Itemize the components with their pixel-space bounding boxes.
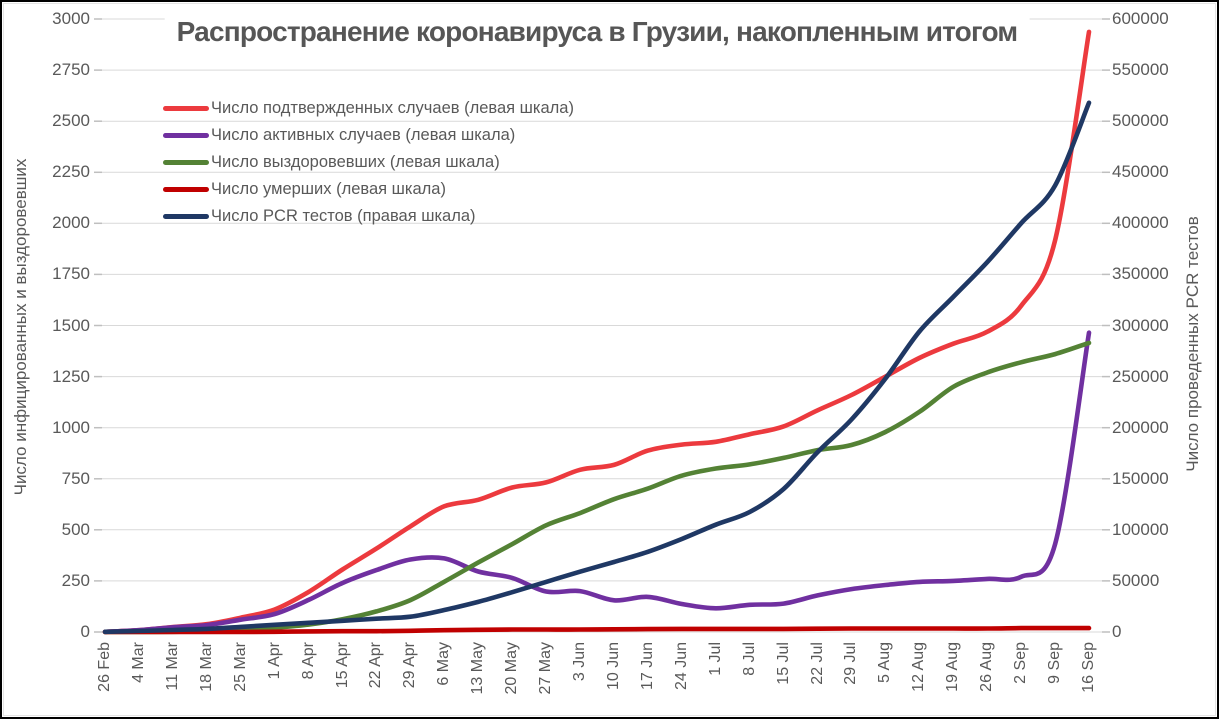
x-axis-tick-label: 22 Apr xyxy=(367,642,385,689)
legend-swatch-recovered xyxy=(163,160,209,165)
right-axis-tick-label: 400000 xyxy=(1112,213,1169,233)
x-axis-tick-label: 24 Jun xyxy=(672,642,690,691)
legend-swatch-confirmed xyxy=(163,106,209,111)
right-axis-title: Число проведенных PCR тестов xyxy=(1183,216,1202,472)
left-axis-tick-label: 0 xyxy=(80,622,90,641)
left-axis-tick-label: 1750 xyxy=(52,264,90,284)
series-line-recovered xyxy=(102,340,1092,635)
left-axis-tick-label: 500 xyxy=(61,519,90,539)
legend-item-active: Число активных случаев (левая шкала) xyxy=(163,122,574,149)
x-axis-tick-label: 1 Apr xyxy=(265,642,283,680)
right-axis-tick-label: 300000 xyxy=(1112,315,1169,335)
legend-swatch-pcr-tests xyxy=(163,214,209,219)
right-axis-tick-label: 150000 xyxy=(1112,468,1169,488)
chart-title: Распространение коронавируса в Грузии, н… xyxy=(164,16,1030,48)
x-axis-tick-label: 12 Aug xyxy=(910,642,928,692)
left-axis-tick-label: 3000 xyxy=(52,9,90,28)
left-axis-tick-label: 1500 xyxy=(52,315,90,335)
right-axis-tick-label: 600000 xyxy=(1112,9,1169,28)
legend-item-confirmed: Число подтвержденных случаев (левая шкал… xyxy=(163,95,574,122)
x-axis-tick-label: 18 Mar xyxy=(197,642,215,692)
right-axis-tick-label: 550000 xyxy=(1112,60,1169,80)
legend: Число подтвержденных случаев (левая шкал… xyxy=(163,95,574,230)
legend-item-pcr-tests: Число PCR тестов (правая шкала) xyxy=(163,203,574,230)
left-axis-tick-label: 2500 xyxy=(52,111,90,131)
x-axis-tick-label: 11 Mar xyxy=(163,642,181,691)
left-axis-tick-label: 250 xyxy=(61,570,90,590)
series-line-deaths xyxy=(102,625,1092,635)
right-axis-tick-label: 0 xyxy=(1112,622,1122,641)
x-axis-tick-label: 5 Aug xyxy=(876,642,894,683)
x-axis-tick-label: 4 Mar xyxy=(129,642,147,683)
x-axis-tick-label: 17 Jun xyxy=(638,642,656,691)
right-axis-tick-label: 100000 xyxy=(1112,519,1169,539)
legend-swatch-deaths xyxy=(163,187,209,192)
x-axis-tick-label: 6 May xyxy=(435,642,453,686)
x-axis-tick-label: 26 Aug xyxy=(978,642,996,692)
legend-label-confirmed: Число подтвержденных случаев (левая шкал… xyxy=(211,99,574,117)
x-axis-tick-label: 29 Apr xyxy=(401,642,419,689)
x-axis-tick-label: 26 Feb xyxy=(96,642,113,692)
x-axis-tick-label: 16 Sep xyxy=(1080,642,1097,693)
right-axis-tick-label: 350000 xyxy=(1112,264,1169,284)
left-axis-tick-label: 2750 xyxy=(52,60,90,80)
right-axis-tick-label: 450000 xyxy=(1112,162,1169,182)
left-axis-tick-label: 1250 xyxy=(52,366,90,386)
x-axis-tick-label: 19 Aug xyxy=(944,642,962,692)
x-axis-tick-label: 8 Jul xyxy=(740,642,758,676)
legend-label-recovered: Число выздоровевших (левая шкала) xyxy=(211,153,500,171)
x-axis-tick-label: 9 Sep xyxy=(1046,642,1064,684)
left-axis-tick-label: 750 xyxy=(61,468,90,488)
legend-label-active: Число активных случаев (левая шкала) xyxy=(211,126,516,144)
series-line-confirmed xyxy=(102,29,1092,635)
right-axis-tick-label: 500000 xyxy=(1112,111,1169,131)
x-axis-tick-label: 15 Jul xyxy=(774,642,792,685)
legend-item-recovered: Число выздоровевших (левая шкала) xyxy=(163,149,574,176)
left-axis-tick-label: 2250 xyxy=(52,162,90,182)
x-axis-tick-label: 8 Apr xyxy=(299,642,317,680)
x-axis-tick-label: 29 Jul xyxy=(842,642,860,685)
x-axis-tick-label: 20 May xyxy=(503,642,521,695)
legend-item-deaths: Число умерших (левая шкала) xyxy=(163,176,574,203)
series-line-active xyxy=(102,330,1092,635)
x-axis-tick-label: 15 Apr xyxy=(333,642,351,689)
left-axis-tick-label: 2000 xyxy=(52,213,90,233)
x-axis-tick-label: 22 Jul xyxy=(808,642,826,685)
legend-label-deaths: Число умерших (левая шкала) xyxy=(211,180,446,198)
x-axis-tick-label: 2 Sep xyxy=(1012,642,1030,684)
legend-label-pcr-tests: Число PCR тестов (правая шкала) xyxy=(211,207,476,225)
x-axis-tick-label: 13 May xyxy=(469,642,487,695)
right-axis-tick-label: 50000 xyxy=(1112,570,1160,590)
x-axis-tick-label: 27 May xyxy=(537,642,555,695)
x-axis-tick-label: 1 Jul xyxy=(706,642,724,676)
right-axis-tick-label: 250000 xyxy=(1112,366,1169,386)
x-axis-tick-label: 10 Jun xyxy=(604,642,622,691)
x-axis-tick-label: 3 Jun xyxy=(571,642,589,682)
right-axis-tick-label: 200000 xyxy=(1112,417,1169,437)
left-axis-tick-label: 1000 xyxy=(52,417,90,437)
x-axis-tick-label: 25 Mar xyxy=(231,642,249,692)
series-line-pcr-tests xyxy=(102,100,1092,635)
legend-swatch-active xyxy=(163,133,209,138)
